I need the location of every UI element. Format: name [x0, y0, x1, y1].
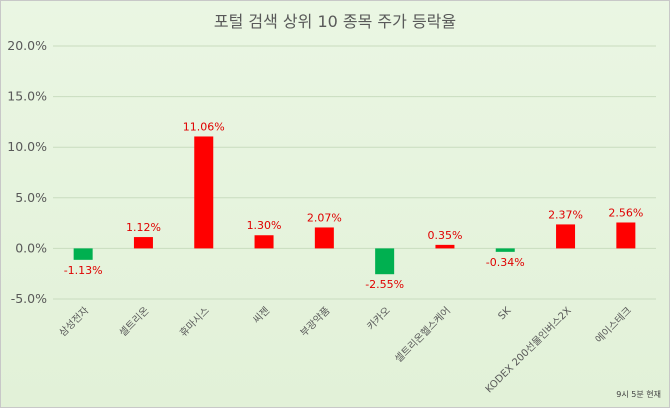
data-label: 2.56%	[608, 206, 643, 219]
y-tick-label: 20.0%	[7, 38, 47, 53]
y-tick-label: -5.0%	[11, 291, 47, 306]
x-category-label: 씨젠	[251, 305, 273, 327]
bar	[495, 248, 515, 252]
y-tick-label: 15.0%	[7, 89, 47, 104]
bar	[194, 136, 214, 249]
y-axis-ticks: -5.0% 0.0% 5.0% 10.0% 15.0% 20.0%	[7, 38, 47, 306]
data-label: -1.13%	[64, 264, 103, 277]
y-tick-label: 5.0%	[15, 190, 47, 205]
x-category-label: 셀트리온헬스케어	[393, 305, 454, 366]
x-category-label: 셀트리온	[117, 305, 152, 340]
bar	[435, 244, 455, 249]
gridlines	[53, 45, 656, 300]
bar	[556, 224, 576, 249]
bar	[254, 235, 274, 249]
data-label: -0.34%	[486, 256, 525, 269]
data-label: 1.12%	[126, 221, 161, 234]
bar	[375, 248, 395, 275]
bar	[73, 248, 93, 260]
x-category-label: SK	[496, 305, 513, 322]
time-footnote: 9시 5분 현재	[616, 390, 661, 399]
data-label: 2.07%	[307, 211, 342, 224]
data-label: 1.30%	[247, 219, 282, 232]
data-label: 0.35%	[427, 229, 462, 242]
x-category-label: 휴마시스	[177, 305, 212, 340]
data-label: 2.37%	[548, 208, 583, 221]
x-category-label: 카카오	[365, 305, 393, 333]
bar	[616, 222, 636, 249]
x-category-label: 부광약품	[298, 305, 333, 340]
data-labels: -1.13% 1.12% 11.06% 1.30% 2.07% -2.55% 0.35% -0…	[64, 120, 644, 291]
x-category-label: 에이스테크	[593, 305, 634, 346]
data-label: -2.55%	[365, 278, 404, 291]
x-category-label: 삼성전자	[57, 305, 92, 340]
chart-title: 포털 검색 상위 10 종목 주가 등락율	[214, 12, 456, 31]
data-label: 11.06%	[183, 120, 225, 133]
x-category-label: KODEX 200선물인버스2X	[483, 305, 574, 396]
bar	[314, 227, 334, 249]
bar	[133, 237, 153, 249]
y-tick-label: 10.0%	[7, 139, 47, 154]
y-tick-label: 0.0%	[15, 240, 47, 255]
bars	[73, 136, 636, 275]
